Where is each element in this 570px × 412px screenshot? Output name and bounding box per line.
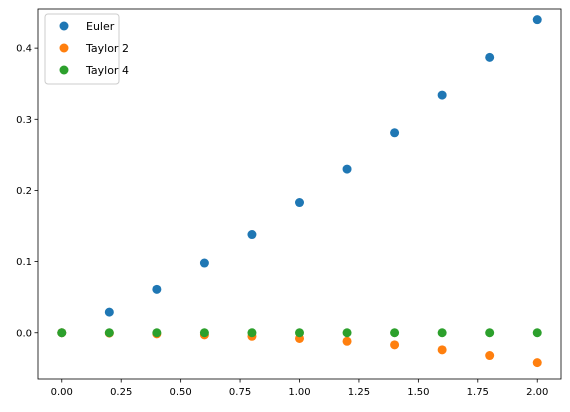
x-tick-label-7: 1.75 [467, 387, 489, 398]
x-tick-label-3: 0.75 [229, 387, 251, 398]
point-taylor-4-4 [247, 328, 257, 338]
point-taylor-4-2 [152, 328, 162, 338]
legend-label-taylor-2: Taylor 2 [85, 42, 129, 55]
legend-marker-euler [59, 21, 69, 31]
point-euler-7 [390, 128, 400, 138]
point-taylor-2-8 [437, 345, 447, 355]
point-euler-4 [247, 230, 257, 240]
y-tick-label-1: 0.1 [16, 257, 32, 268]
point-taylor-4-1 [104, 328, 114, 338]
point-taylor-4-8 [437, 328, 447, 338]
x-tick-label-2: 0.50 [170, 387, 192, 398]
point-taylor-4-7 [390, 328, 400, 338]
point-euler-3 [199, 258, 209, 268]
point-euler-1 [104, 307, 114, 317]
x-tick-label-6: 1.50 [407, 387, 429, 398]
legend-label-taylor-4: Taylor 4 [85, 64, 129, 77]
y-tick-label-3: 0.3 [16, 115, 32, 126]
point-euler-5 [295, 198, 304, 208]
point-taylor-4-10 [532, 328, 542, 338]
point-taylor-2-6 [342, 336, 352, 346]
point-taylor-2-9 [485, 351, 495, 361]
y-tick-label-4: 0.4 [16, 44, 32, 55]
x-tick-label-5: 1.25 [348, 387, 370, 398]
point-taylor-2-7 [390, 340, 400, 350]
y-tick-label-0: 0.0 [16, 328, 32, 339]
x-tick-label-4: 1.00 [288, 387, 310, 398]
legend: Euler Taylor 2 Taylor 4 [44, 13, 129, 85]
legend-label-euler: Euler [86, 20, 115, 33]
x-tick-label-0: 0.00 [51, 387, 73, 398]
point-euler-9 [485, 52, 495, 62]
x-tick-label-8: 2.00 [526, 387, 548, 398]
x-axis: 0.00 0.25 0.50 0.75 1.00 1.25 1.50 1.75 2.00 [51, 379, 548, 398]
point-taylor-4-3 [199, 328, 209, 338]
y-tick-label-2: 0.2 [16, 186, 32, 197]
point-taylor-2-10 [532, 358, 542, 368]
data-points [57, 15, 542, 368]
point-euler-6 [342, 164, 352, 174]
point-euler-8 [437, 90, 447, 100]
y-axis: 0.0 0.1 0.2 0.3 0.4 [16, 44, 38, 339]
legend-marker-taylor-2 [59, 43, 69, 53]
point-taylor-4-5 [295, 328, 304, 338]
point-euler-2 [152, 284, 162, 294]
point-taylor-4-6 [342, 328, 352, 338]
plot-background [38, 9, 561, 379]
point-taylor-4-9 [485, 328, 495, 338]
x-tick-label-1: 0.25 [110, 387, 132, 398]
point-taylor-4-0 [57, 328, 67, 338]
point-euler-10 [532, 15, 542, 25]
legend-marker-taylor-4 [59, 65, 69, 75]
